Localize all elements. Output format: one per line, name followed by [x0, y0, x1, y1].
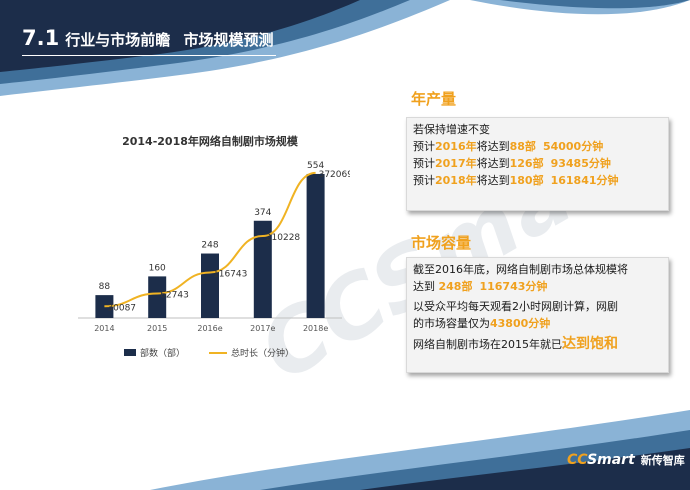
footer-decoration: [150, 410, 690, 490]
forecast-count: 126部: [509, 157, 544, 170]
forecast-year: 2016年: [435, 140, 477, 153]
forecast-row: 预计2016年将达到88部 54000分钟: [413, 138, 660, 155]
capacity-p3-text: 网络自制剧市场在2015年就已: [413, 338, 562, 351]
bar: [201, 253, 219, 318]
forecast-count: 88部: [509, 140, 536, 153]
forecast-year: 2018年: [435, 174, 477, 187]
forecast-mid: 将达到: [476, 140, 510, 153]
capacity-p1b-text: 达到: [413, 280, 439, 293]
forecast-row: 预计2018年将达到180部 161841分钟: [413, 172, 660, 189]
capacity-count: 248部: [438, 280, 473, 293]
forecast-minutes: 93485分钟: [550, 157, 611, 170]
capacity-title: 市场容量: [411, 234, 472, 252]
bar-value-label: 374: [254, 208, 271, 218]
forecast-row: 预计2017年将达到126部 93485分钟: [413, 155, 660, 172]
annual-output-line: 若保持增速不变: [413, 123, 490, 136]
forecast-minutes: 161841分钟: [550, 174, 619, 187]
x-tick-label: 2016e: [197, 324, 222, 333]
capacity-p3: 网络自制剧市场在2015年就已达到饱和: [413, 336, 660, 353]
x-tick-label: 2017e: [250, 324, 275, 333]
page-title: 7.1 行业与市场前瞻 市场规模预测: [22, 26, 273, 50]
forecast-count: 180部: [509, 174, 544, 187]
annual-output-title: 年产量: [411, 90, 457, 108]
bar-value-label: 248: [201, 241, 218, 251]
bar-value-label: 160: [149, 263, 166, 273]
annual-output-box: 若保持增速不变 预计2016年将达到88部 54000分钟 预计2017年将达到…: [406, 117, 669, 211]
logo-smart: Smart: [587, 452, 635, 468]
logo-chinese: 新传智库: [640, 454, 685, 467]
bar: [306, 173, 325, 318]
line-value-label: 62743: [160, 291, 189, 301]
capacity-p2b: 的市场容量仅为43800分钟: [413, 315, 660, 332]
legend-bar-label: 部数（部）: [140, 349, 186, 359]
bar: [148, 276, 167, 318]
capacity-daily-minutes: 43800分钟: [490, 317, 551, 330]
forecast-prefix: 预计: [413, 174, 435, 187]
capacity-p2a: 以受众平均每天观看2小时网剧计算，网剧: [413, 300, 618, 313]
title-part-b: 市场规模预测: [183, 31, 274, 49]
title-underline: [22, 55, 276, 56]
series-line: [104, 171, 316, 308]
bar: [253, 220, 272, 318]
forecast-year: 2017年: [435, 157, 477, 170]
legend-bar-swatch: [124, 349, 136, 356]
x-tick-label: 2018e: [303, 324, 328, 333]
capacity-p1a: 截至2016年底，网络自制剧市场总体规模将: [413, 263, 628, 276]
legend-line-label: 总时长（分钟）: [231, 349, 295, 359]
line-value-label: 210228: [266, 233, 301, 243]
line-value-label: 30087: [107, 303, 136, 313]
forecast-mid: 将达到: [476, 174, 510, 187]
capacity-p1b: 达到 248部 116743分钟: [413, 278, 660, 295]
header-decoration: [0, 0, 690, 96]
capacity-minutes: 116743分钟: [479, 280, 548, 293]
logo-cc: CC: [567, 452, 588, 468]
brand-logo: CCSmart 新传智库: [567, 452, 685, 468]
bar-value-label: 554: [307, 161, 324, 171]
bar-value-label: 88: [99, 282, 111, 292]
forecast-minutes: 54000分钟: [542, 140, 604, 153]
legend-item-bars: 部数（部）: [124, 346, 185, 359]
line-value-label: 116743: [213, 269, 247, 279]
legend-line-swatch: [209, 351, 228, 354]
capacity-box: 截至2016年底，网络自制剧市场总体规模将 达到 248部 116743分钟 以…: [406, 257, 669, 373]
chart-title: 2014-2018年网络自制剧市场规模: [122, 135, 298, 148]
forecast-mid: 将达到: [476, 157, 510, 170]
capacity-p2b-text: 的市场容量仅为: [413, 317, 490, 330]
market-size-chart: 88 2014 160 2015 248 2016e 374 2017e 554 2018e 300…: [78, 161, 350, 333]
forecast-prefix: 预计: [413, 157, 435, 170]
title-part-a: 行业与市场前瞻: [65, 31, 171, 49]
x-tick-label: 2014: [94, 324, 114, 333]
forecast-prefix: 预计: [413, 140, 435, 153]
chart-legend: 部数（部） 总时长（分钟）: [124, 346, 294, 359]
saturation-highlight: 达到饱和: [562, 336, 618, 352]
line-value-label: 372069: [319, 170, 350, 180]
x-tick-label: 2015: [147, 324, 167, 333]
legend-item-line: 总时长（分钟）: [209, 346, 294, 359]
section-number: 7.1: [22, 26, 60, 50]
